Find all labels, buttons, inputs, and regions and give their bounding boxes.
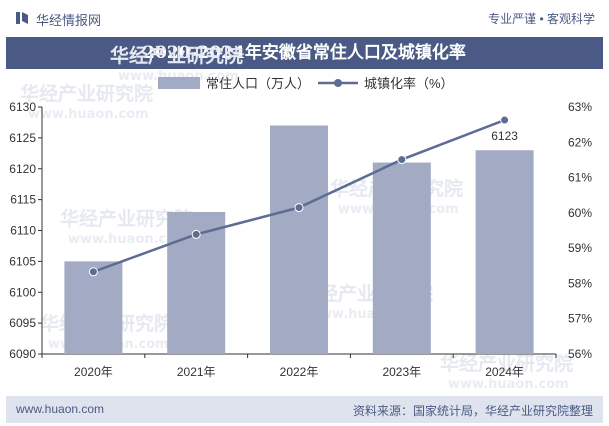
title-bar: 2020-2024年安徽省常住人口及城镇化率: [6, 37, 603, 69]
top-bar: 华经情报网 专业严谨 • 客观科学: [0, 0, 609, 36]
footer-bar: www.huaon.com 资料来源：国家统计局，华经产业研究院整理: [6, 396, 603, 423]
x-tick-label: 2023年: [382, 365, 421, 379]
bar-population: [270, 125, 328, 355]
watermark-url: www.huaon.com: [448, 377, 569, 392]
chart-title: 2020-2024年安徽省常住人口及城镇化率: [143, 43, 466, 63]
y-left-tick-label: 6095: [9, 316, 36, 330]
watermark-url: www.huaon.com: [118, 69, 239, 84]
legend-marker-urbanization: [334, 79, 342, 87]
urbanization-point: [191, 229, 201, 239]
urbanization-point: [88, 267, 98, 277]
x-tick-label: 2024年: [485, 365, 524, 379]
y-right-tick-label: 57%: [568, 312, 592, 326]
y-left-tick-label: 6110: [10, 224, 36, 238]
x-tick-label: 2021年: [177, 365, 216, 379]
huajing-logo-icon: [16, 12, 28, 24]
watermark-text: 华经产业研究院: [60, 207, 193, 230]
y-right-tick-label: 56%: [568, 347, 592, 361]
watermark-text: 华经产业研究院: [20, 82, 153, 105]
legend-swatch-population: [158, 77, 200, 89]
bar-population: [372, 162, 431, 354]
y-right-tick-label: 60%: [568, 206, 592, 220]
x-tick-label: 2022年: [280, 365, 319, 379]
urbanization-point: [500, 115, 510, 125]
footer-source: 资料来源：国家统计局，华经产业研究院整理: [352, 404, 593, 418]
brand-slogan: 专业严谨 • 客观科学: [488, 12, 595, 26]
bar-population: [475, 150, 534, 354]
y-left-tick-label: 6130: [9, 100, 36, 114]
y-left-tick-label: 6100: [9, 285, 36, 299]
urbanization-point: [294, 203, 304, 213]
y-right-tick-label: 61%: [568, 171, 592, 185]
y-right-tick-label: 63%: [568, 100, 592, 114]
watermark-text: 华经产业研究院: [440, 352, 573, 375]
y-right-tick-label: 58%: [568, 276, 592, 290]
urbanization-point: [397, 155, 407, 165]
legend-label-population: 常住人口（万人）: [206, 76, 310, 91]
bar-population: [64, 261, 123, 354]
legend-label-urbanization: 城镇化率（%）: [364, 76, 454, 91]
bar-data-label: 6123: [491, 129, 518, 143]
y-right-tick-label: 62%: [568, 135, 592, 149]
y-right-tick-label: 59%: [568, 241, 592, 255]
y-left-tick-label: 6120: [9, 162, 36, 176]
watermark-text: 华经产业研究院: [110, 44, 243, 67]
brand-name: 华经情报网: [36, 13, 102, 28]
y-left-tick-label: 6115: [10, 193, 36, 207]
watermark-url: www.huaon.com: [28, 107, 149, 122]
x-tick-label: 2020年: [74, 365, 113, 379]
y-left-tick-label: 6125: [9, 131, 36, 145]
watermark-url: www.huaon.com: [68, 232, 189, 247]
footer-website: www.huaon.com: [16, 402, 105, 416]
y-left-tick-label: 6105: [9, 254, 36, 268]
y-left-tick-label: 6090: [9, 347, 36, 361]
